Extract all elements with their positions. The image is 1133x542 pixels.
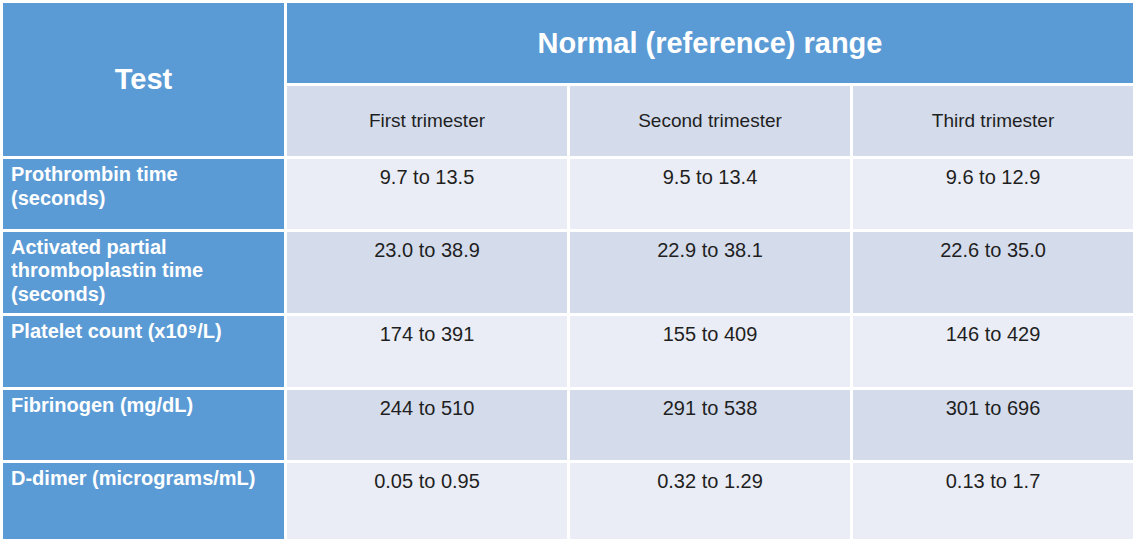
column-header-third-trimester: Third trimester	[853, 86, 1133, 156]
value-cell: 23.0 to 38.9	[287, 232, 567, 313]
normal-range-header: Normal (reference) range	[287, 3, 1133, 83]
value-cell: 244 to 510	[287, 390, 567, 460]
value-cell: 291 to 538	[570, 390, 850, 460]
value-cell: 0.32 to 1.29	[570, 463, 850, 539]
row-label-platelet-count: Platelet count (x10⁹/L)	[3, 316, 284, 388]
value-cell: 155 to 409	[570, 316, 850, 388]
reference-range-table: Test Normal (reference) range First trim…	[0, 0, 1133, 542]
value-cell: 22.9 to 38.1	[570, 232, 850, 313]
column-header-first-trimester: First trimester	[287, 86, 567, 156]
value-cell: 301 to 696	[853, 390, 1133, 460]
table-row: Fibrinogen (mg/dL) 244 to 510 291 to 538…	[3, 390, 1133, 460]
table-row: Activated partial thromboplastin time (s…	[3, 232, 1133, 313]
table-row: Platelet count (x10⁹/L) 174 to 391 155 t…	[3, 316, 1133, 388]
table-row: Prothrombin time (seconds) 9.7 to 13.5 9…	[3, 159, 1133, 229]
value-cell: 9.5 to 13.4	[570, 159, 850, 229]
row-label-fibrinogen: Fibrinogen (mg/dL)	[3, 390, 284, 460]
slide-canvas: Test Normal (reference) range First trim…	[0, 0, 1133, 542]
value-cell: 22.6 to 35.0	[853, 232, 1133, 313]
table-row: D-dimer (micrograms/mL) 0.05 to 0.95 0.3…	[3, 463, 1133, 539]
value-cell: 0.05 to 0.95	[287, 463, 567, 539]
column-header-second-trimester: Second trimester	[570, 86, 850, 156]
value-cell: 146 to 429	[853, 316, 1133, 388]
row-label-prothrombin-time: Prothrombin time (seconds)	[3, 159, 284, 229]
row-label-d-dimer: D-dimer (micrograms/mL)	[3, 463, 284, 539]
test-column-header: Test	[3, 3, 284, 156]
value-cell: 9.7 to 13.5	[287, 159, 567, 229]
value-cell: 9.6 to 12.9	[853, 159, 1133, 229]
row-label-activated-partial-thromboplastin-time: Activated partial thromboplastin time (s…	[3, 232, 284, 313]
value-cell: 0.13 to 1.7	[853, 463, 1133, 539]
value-cell: 174 to 391	[287, 316, 567, 388]
